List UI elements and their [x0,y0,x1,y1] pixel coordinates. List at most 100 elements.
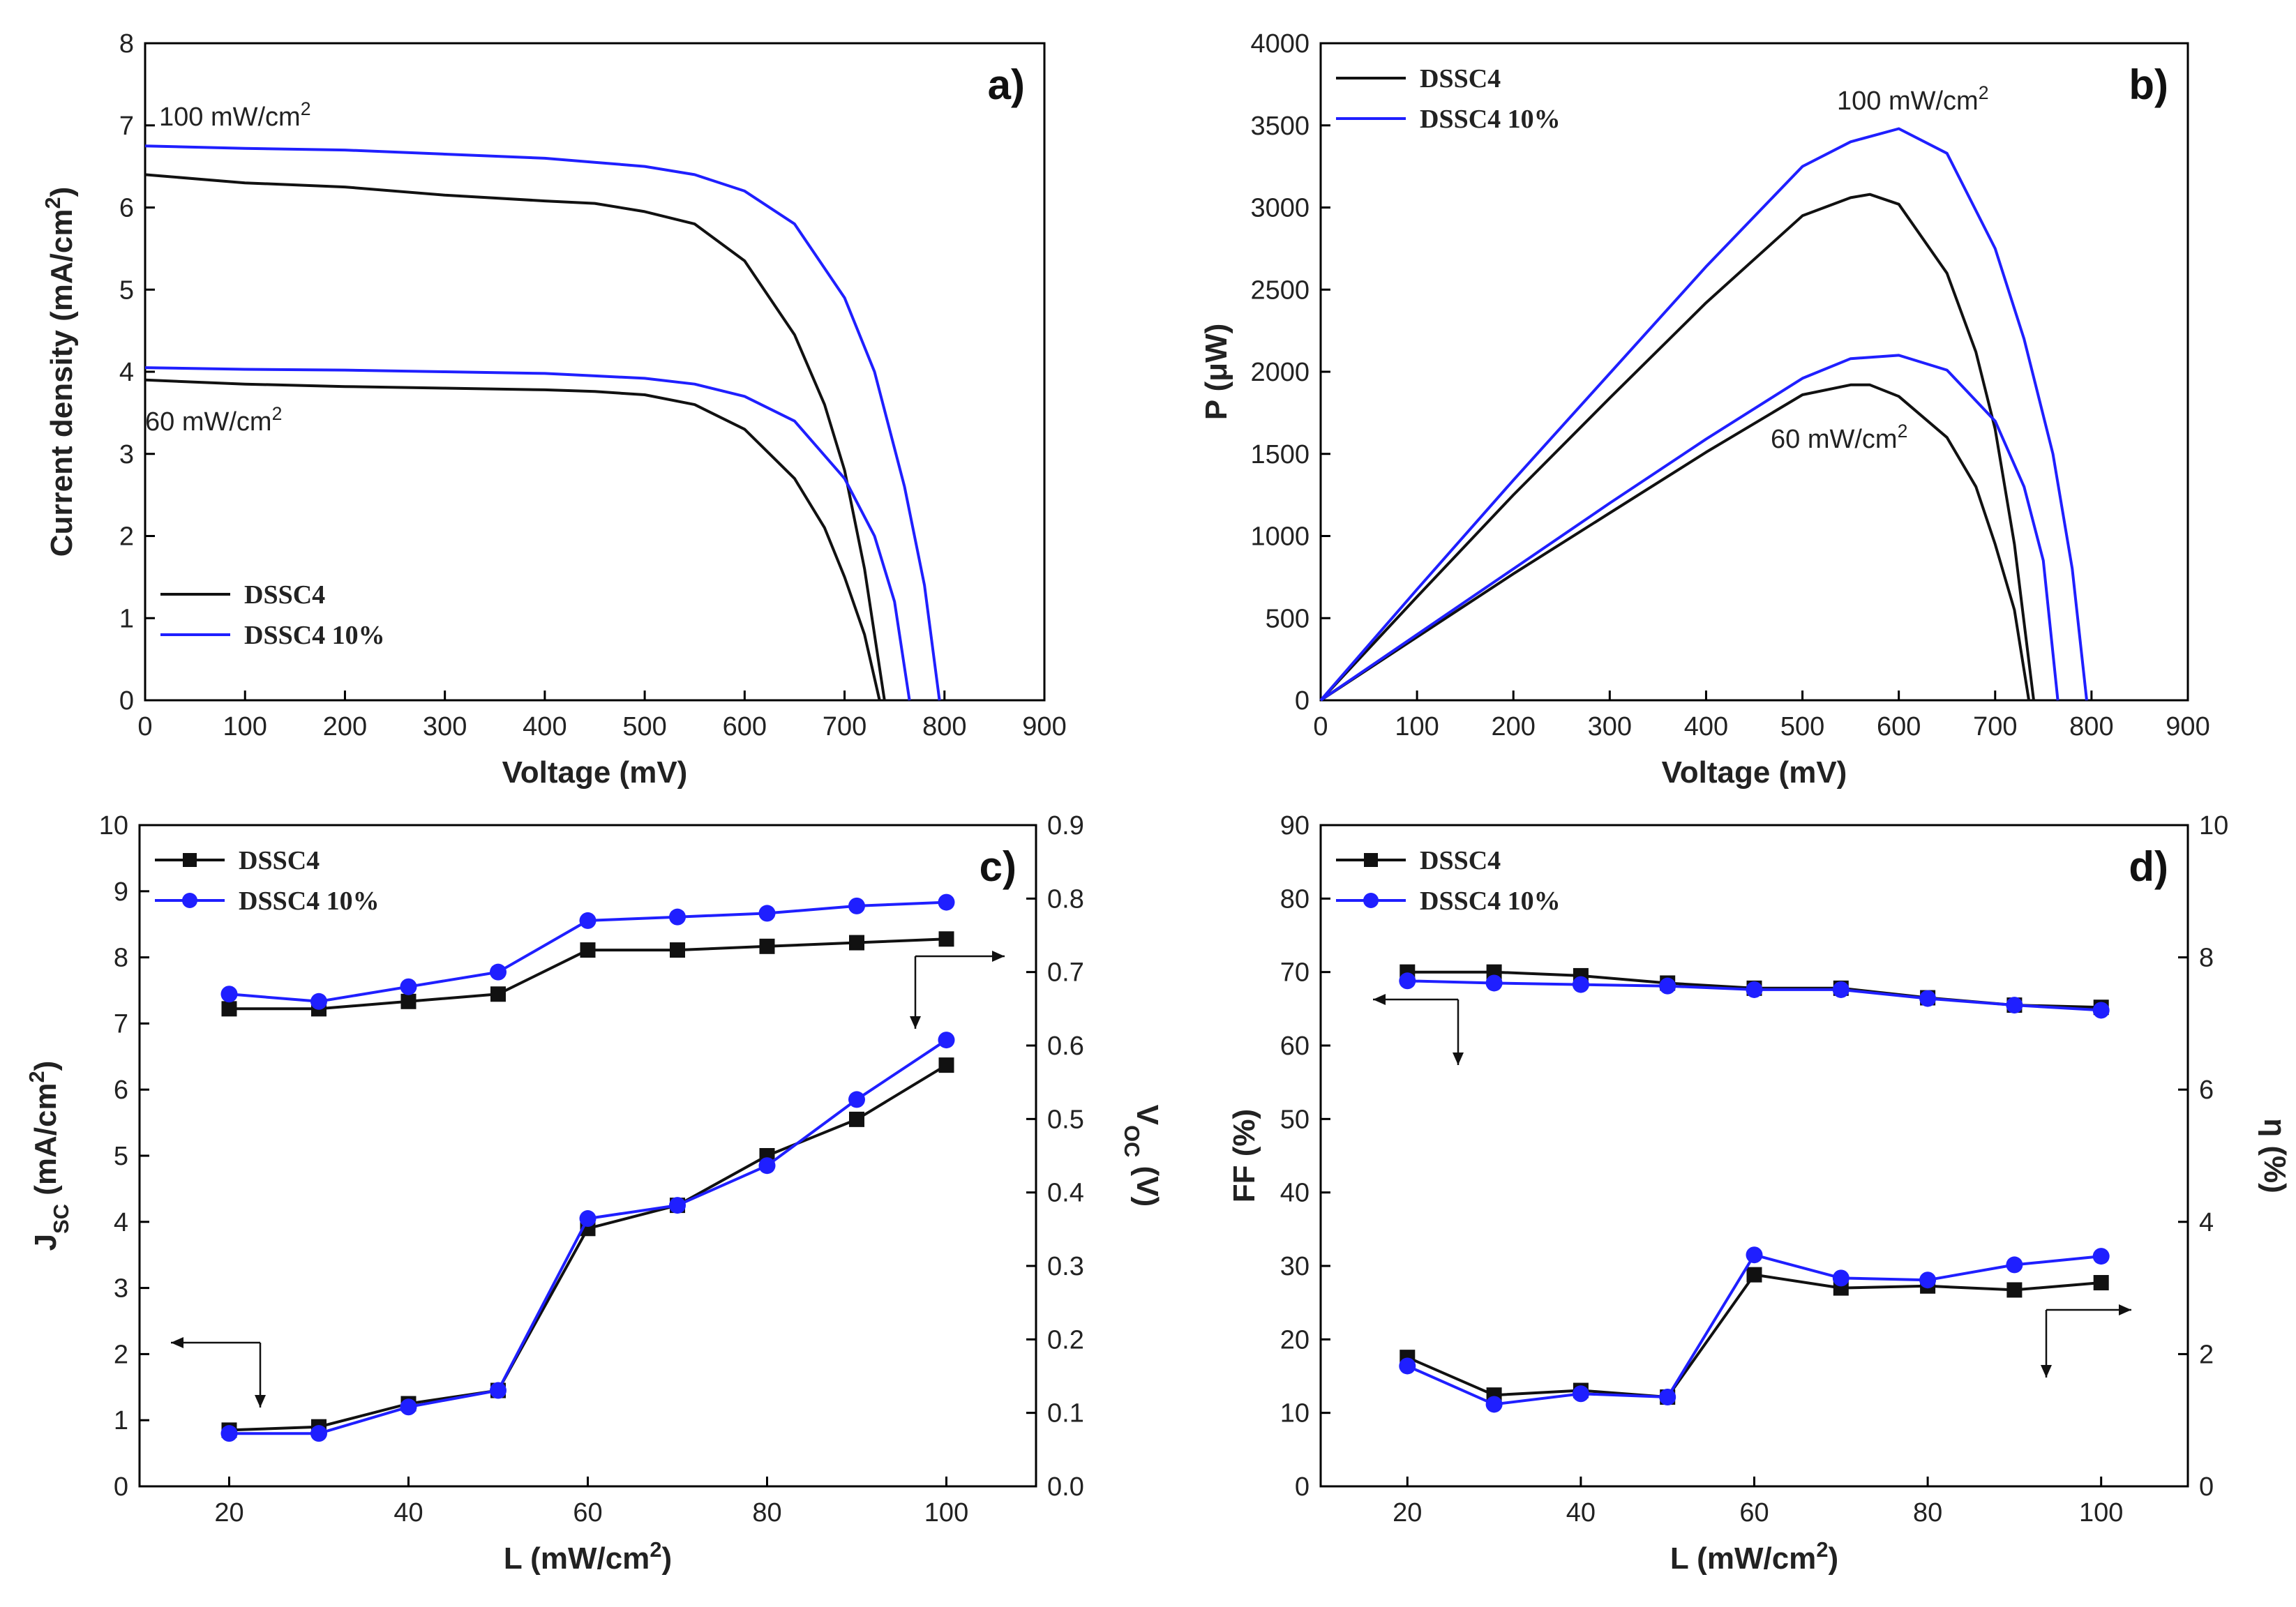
y-tick-label: 6 [119,194,134,223]
data-point [220,986,238,1003]
x-tick-label: 500 [622,712,666,741]
voc-arrow-right-head [992,951,1005,962]
x-tick-label: 100 [1395,712,1439,741]
data-point [1919,990,1937,1007]
y-tick-label: 4000 [1250,29,1310,59]
x-tick-label: 200 [1492,712,1536,741]
x-tick-label: 100 [924,1498,968,1527]
data-point [1832,981,1849,998]
series-line [1319,193,2035,702]
series-line [144,144,941,701]
x-tick-label: 20 [1393,1498,1422,1527]
data-point [759,938,775,954]
y-tick-label: 10 [99,811,128,840]
data-point [2093,1275,2109,1291]
series-line [1319,354,2059,702]
x-tick-label: 300 [423,712,467,741]
data-point [1399,972,1416,990]
x-tick-label: 80 [1913,1498,1942,1527]
x-axis-title: Voltage (mV) [502,755,688,790]
data-point [669,1197,686,1214]
y-tick-label: 4 [119,358,134,387]
ff-arrow-down-head [1453,1053,1464,1065]
legend-marker [1364,853,1378,867]
y-tick-label: 10 [1280,1399,1310,1428]
data-point [1832,1269,1849,1287]
y2-tick-label: 4 [2199,1208,2214,1237]
legend-label: DSSC4 [1420,846,1501,875]
data-point [221,1001,237,1017]
jsc-arrow-left-head [171,1337,183,1348]
panel-label: a) [988,61,1025,108]
data-point [580,942,596,958]
data-point [758,905,776,922]
legend-label: DSSC4 10% [244,621,385,650]
legend-label: DSSC4 [239,846,320,875]
x-tick-label: 600 [1877,712,1921,741]
y-tick-label: 6 [114,1076,128,1105]
y-tick-label: 3500 [1250,112,1310,141]
x-tick-label: 600 [723,712,767,741]
data-point [849,935,864,951]
y2-tick-label: 0.7 [1047,958,1084,988]
data-point [1659,1389,1676,1406]
legend-label: DSSC4 [244,580,325,610]
data-point [2006,1256,2023,1274]
y-tick-label: 2000 [1250,358,1310,387]
x-axis-title: L (mW/cm2) [504,1537,672,1576]
chart-panel-c: 20 40 60 80 100 0 1 2 3 4 5 6 7 8 9 10 0.0 0.1 0.2 0.3 0.4 0.… [24,811,1165,1576]
y-tick-label: 3000 [1250,194,1310,223]
legend-label: DSSC4 10% [1420,887,1561,916]
ff-arrow-left-head [1373,994,1386,1005]
x-tick-label: 20 [214,1498,243,1527]
y-tick-label: 2500 [1250,276,1310,305]
y-tick-label: 500 [1266,604,1310,633]
y-tick-label: 7 [119,112,134,141]
y2-tick-label: 2 [2199,1340,2214,1369]
y-tick-label: 40 [1280,1179,1310,1208]
y-tick-label: 70 [1280,958,1310,988]
chart-panel-b: 0 100 200 300 400 500 600 700 800 900 0 500 1000 1500… [1199,29,2210,790]
eta-arrow-down-head [2041,1365,2052,1378]
data-point [579,1210,596,1228]
legend-label: DSSC4 [1420,64,1501,93]
series-line [144,366,911,701]
series-line [229,1064,947,1432]
chart-panel-d: 20 40 60 80 100 0 10 20 30 40 50 60 70 80 90 0 2 4 6 8 10 L (… [1227,811,2292,1576]
plot-frame [1319,42,2189,702]
data-point [1919,1272,1937,1289]
y-tick-label: 7 [114,1009,128,1039]
x-tick-label: 40 [393,1498,423,1527]
y-tick-label: 1 [119,604,134,633]
annotation-100: 100 mW/cm2 [1837,82,1989,116]
y-tick-label: 8 [119,29,134,59]
y2-tick-label: 0.5 [1047,1105,1084,1134]
data-point [938,931,954,947]
y-tick-label: 8 [114,944,128,973]
y-tick-label: 0 [1295,1472,1310,1502]
x-tick-label: 700 [1973,712,2017,741]
annotation-60: 60 mW/cm2 [145,403,282,437]
panel-label: c) [980,843,1016,890]
y-axis-title: Current density (mA/cm2) [40,187,80,557]
y2-axis-title: η (%) [2258,1118,2292,1193]
annotation-60: 60 mW/cm2 [1771,421,1907,454]
chart-panel-a: 0 100 200 300 400 500 600 700 800 900 0 1 2 3 4 5 6 7 8 Vol… [40,29,1067,790]
data-point [2092,1248,2110,1265]
data-point [938,893,955,911]
y-tick-label: 0 [1295,686,1310,716]
data-point [2006,997,2023,1014]
y2-tick-label: 0.3 [1047,1252,1084,1281]
data-point [400,993,417,1009]
series-line [1406,1273,2101,1398]
y-axis-title: P (μW) [1199,324,1233,421]
y2-tick-label: 0.8 [1047,884,1084,914]
data-point [2006,1282,2023,1298]
y-tick-label: 60 [1280,1032,1310,1061]
x-tick-label: 400 [1684,712,1728,741]
y2-tick-label: 0.6 [1047,1032,1084,1061]
y-tick-label: 2 [119,522,134,552]
data-point [1659,977,1676,995]
x-axis-title: Voltage (mV) [1662,755,1847,790]
